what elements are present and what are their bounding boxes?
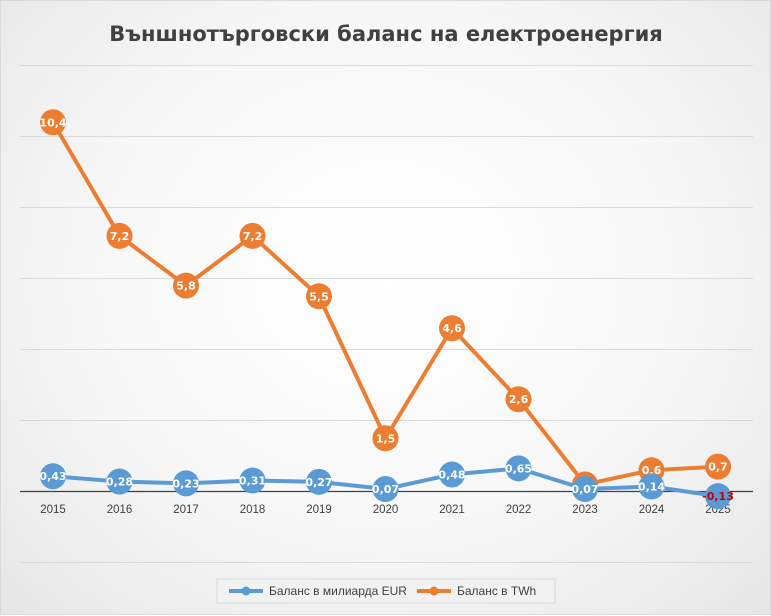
series-eur: 0,43 0,28 0,23 0,31 0,27 0,07 0,48 0,65 0,07 0,14… xyxy=(39,455,734,510)
data-label: 5,5 xyxy=(309,290,329,303)
legend-label: Баланс в милиарда EUR xyxy=(269,584,407,598)
data-point xyxy=(106,222,133,249)
data-point xyxy=(705,483,731,510)
data-point xyxy=(239,222,266,249)
x-tick-label: 2016 xyxy=(107,504,133,516)
x-tick-label: 2019 xyxy=(306,504,332,516)
data-point xyxy=(372,425,399,452)
data-point xyxy=(505,455,532,482)
data-label: 0,23 xyxy=(172,477,199,490)
data-label: 0,31 xyxy=(239,474,266,487)
data-point xyxy=(705,453,731,480)
data-label: 0,07 xyxy=(571,483,598,496)
data-point xyxy=(572,476,598,503)
data-point xyxy=(505,386,532,413)
legend-swatch-marker xyxy=(429,586,439,596)
data-label: 5,8 xyxy=(176,280,196,293)
data-point xyxy=(40,463,66,490)
legend-swatch-marker xyxy=(241,586,251,596)
data-label: 0,28 xyxy=(106,476,133,489)
data-label: -0,13 xyxy=(702,490,734,503)
x-tick-label: 2017 xyxy=(173,504,199,516)
data-point xyxy=(439,461,465,488)
data-label: 0,07 xyxy=(372,483,399,496)
data-label: 0,14 xyxy=(638,481,665,494)
x-axis: 2015 2016 2017 2018 2019 2020 2021 2022 2023 2024… xyxy=(20,490,753,516)
legend-box xyxy=(216,578,556,604)
data-point xyxy=(239,467,266,494)
data-point xyxy=(173,470,199,497)
series-twh: 10,47,25,87,25,51,54,62,60,20,60,7 xyxy=(39,109,731,498)
data-point xyxy=(173,272,199,299)
data-label: 7,2 xyxy=(110,230,130,243)
data-point xyxy=(439,315,465,342)
data-point xyxy=(106,468,133,495)
x-tick-label: 2023 xyxy=(572,504,598,516)
data-label: 0,6 xyxy=(642,464,662,477)
data-point xyxy=(306,283,332,310)
series-layer: 10,47,25,87,25,51,54,62,60,20,60,70,430,… xyxy=(39,109,734,510)
data-point xyxy=(372,476,399,503)
x-tick-label: 2022 xyxy=(506,504,532,516)
x-tick-label: 2018 xyxy=(240,504,266,516)
x-tick-label: 2015 xyxy=(40,504,66,516)
chart-title: Външнотърговски баланс на електроенергия xyxy=(109,22,663,46)
x-tick-label: 2024 xyxy=(639,504,665,516)
data-point xyxy=(638,473,665,500)
x-tick-label: 2020 xyxy=(373,504,399,516)
data-point xyxy=(40,109,66,136)
x-tick-label: 2021 xyxy=(439,504,465,516)
data-label: 4,6 xyxy=(442,322,462,335)
data-label: 0,48 xyxy=(438,468,465,481)
data-point xyxy=(306,468,332,495)
legend: Баланс в милиарда EUR Баланс в TWh xyxy=(216,578,556,604)
data-label: 0,7 xyxy=(708,461,728,474)
data-label: 0,43 xyxy=(39,470,66,483)
legend-label: Баланс в TWh xyxy=(457,584,536,598)
data-label: 7,2 xyxy=(243,230,263,243)
data-label: 0,27 xyxy=(305,476,332,489)
data-label: 1,5 xyxy=(376,432,396,445)
data-label: 0,65 xyxy=(505,462,532,475)
gridlines xyxy=(20,65,753,563)
data-label: 2,6 xyxy=(509,393,529,406)
data-label: 10,4 xyxy=(39,116,66,129)
